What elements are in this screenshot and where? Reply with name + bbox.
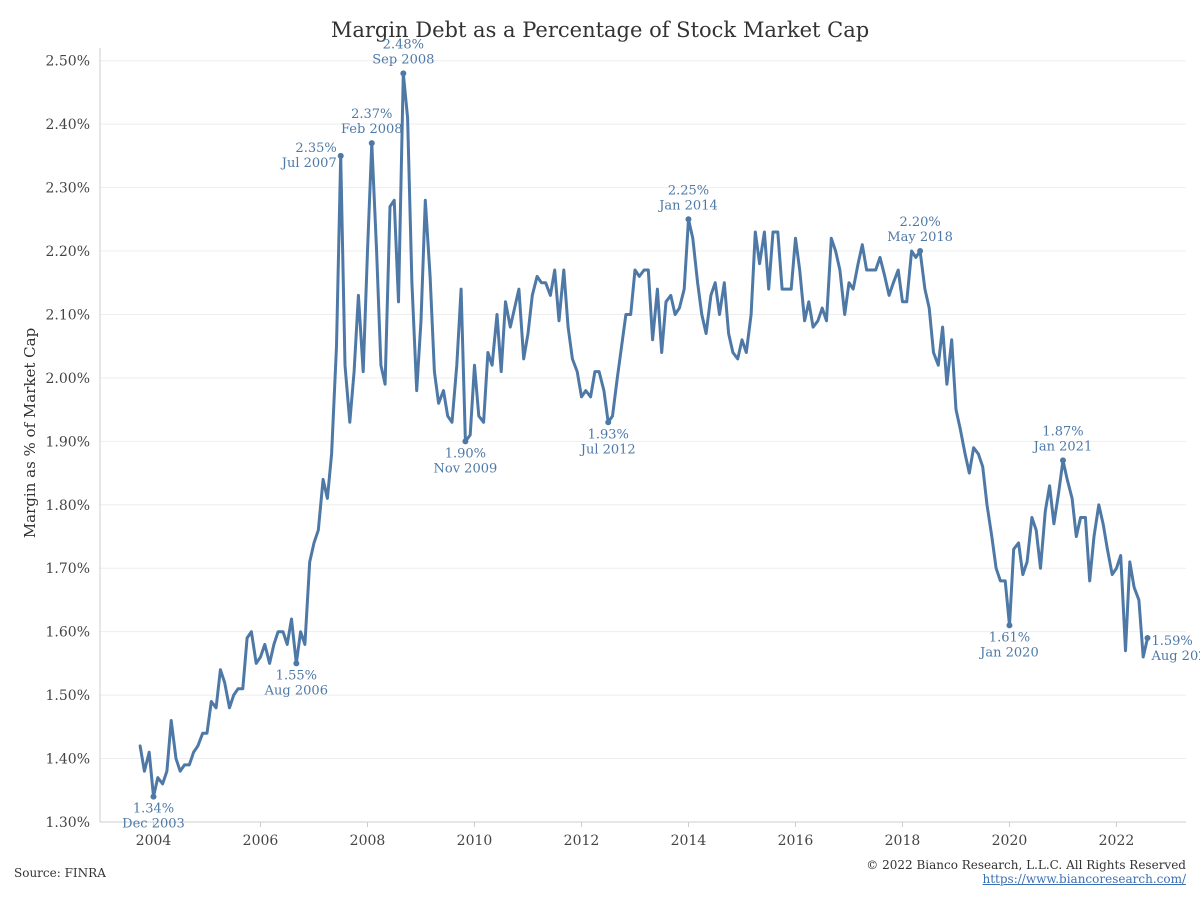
annotation-date: Jan 2014 [657, 198, 718, 213]
gridlines [100, 60, 1186, 823]
x-tick-label: 2006 [243, 833, 279, 849]
annotation-value: 1.93% [588, 427, 629, 442]
x-tick-label: 2022 [1099, 833, 1135, 849]
x-tick-label: 2012 [564, 833, 600, 849]
annotation-date: Dec 2003 [122, 817, 185, 832]
y-tick-label: 1.90% [46, 434, 90, 450]
y-tick-label: 1.60% [46, 625, 90, 641]
annotation-value: 1.59% [1151, 634, 1192, 649]
y-axis-label: Margin as % of Market Cap [21, 328, 39, 538]
annotation-date: Aug 2006 [264, 683, 328, 698]
annotation-marker [462, 438, 469, 445]
annotation-value: 2.35% [295, 141, 336, 156]
x-tick-label: 2018 [885, 833, 921, 849]
y-tick-label: 1.70% [46, 561, 90, 577]
annotation-marker [400, 70, 407, 77]
annotation-value: 2.20% [899, 215, 940, 230]
annotation-date: Jul 2012 [579, 442, 636, 457]
annotation-marker [685, 216, 692, 223]
annotation-value: 2.37% [351, 107, 392, 122]
annotation-marker [150, 793, 157, 800]
x-tick-label: 2004 [136, 833, 172, 849]
annotation-marker [1144, 635, 1151, 642]
annotation-value: 1.61% [989, 630, 1030, 645]
annotation-value: 1.90% [445, 446, 486, 461]
annotation-marker [605, 419, 612, 426]
y-tick-label: 1.80% [46, 498, 90, 514]
annotation-marker [1006, 622, 1013, 629]
annotation-date: Feb 2008 [341, 122, 403, 137]
annotation-date: Jan 2020 [978, 645, 1039, 660]
website-link[interactable]: https://www.biancoresearch.com/ [982, 872, 1186, 886]
copyright-block: © 2022 Bianco Research, L.L.C. All Right… [866, 858, 1186, 886]
x-tick-label: 2014 [671, 833, 707, 849]
chart-title: Margin Debt as a Percentage of Stock Mar… [331, 18, 869, 42]
copyright-text: © 2022 Bianco Research, L.L.C. All Right… [866, 858, 1186, 872]
annotation-marker [368, 140, 375, 147]
annotation-value: 1.55% [276, 668, 317, 683]
series-line [138, 71, 1149, 799]
axes: 1.30% 1.40% 1.50% 1.60% 1.70% 1.80% 1.90% 2.00%… [46, 48, 1186, 849]
annotations: 1.34%Dec 2003 1.55%Aug 2006 2.35%Jul 2007 2… [122, 37, 1200, 831]
y-tick-label: 2.50% [46, 54, 90, 70]
x-tick-label: 2010 [457, 833, 493, 849]
annotation-date: Jul 2007 [280, 156, 337, 171]
annotation-marker [293, 660, 300, 667]
annotation-value: 1.87% [1042, 424, 1083, 439]
annotation-date: Jan 2021 [1032, 439, 1093, 454]
series-layer [138, 71, 1149, 799]
annotation-date: May 2018 [887, 230, 953, 245]
annotation-value: 2.48% [383, 37, 424, 52]
source-note: Source: FINRA [14, 866, 106, 880]
y-tick-label: 2.10% [46, 307, 90, 323]
annotation-date: Sep 2008 [372, 52, 434, 67]
y-tick-label: 2.30% [46, 181, 90, 197]
y-tick-label: 2.40% [46, 117, 90, 133]
x-tick-label: 2016 [778, 833, 814, 849]
y-tick-label: 1.30% [46, 815, 90, 831]
y-tick-label: 1.50% [46, 688, 90, 704]
annotation-marker [337, 152, 344, 159]
annotation-date: Nov 2009 [434, 461, 498, 476]
annotation-marker [1059, 457, 1066, 464]
annotation-value: 1.34% [133, 802, 174, 817]
y-tick-label: 1.40% [46, 752, 90, 768]
annotation-date: Aug 2022 [1150, 649, 1200, 664]
x-tick-label: 2008 [350, 833, 386, 849]
y-tick-label: 2.00% [46, 371, 90, 387]
annotation-value: 2.25% [668, 183, 709, 198]
x-tick-label: 2020 [992, 833, 1028, 849]
annotation-marker [917, 248, 924, 255]
y-tick-label: 2.20% [46, 244, 90, 260]
